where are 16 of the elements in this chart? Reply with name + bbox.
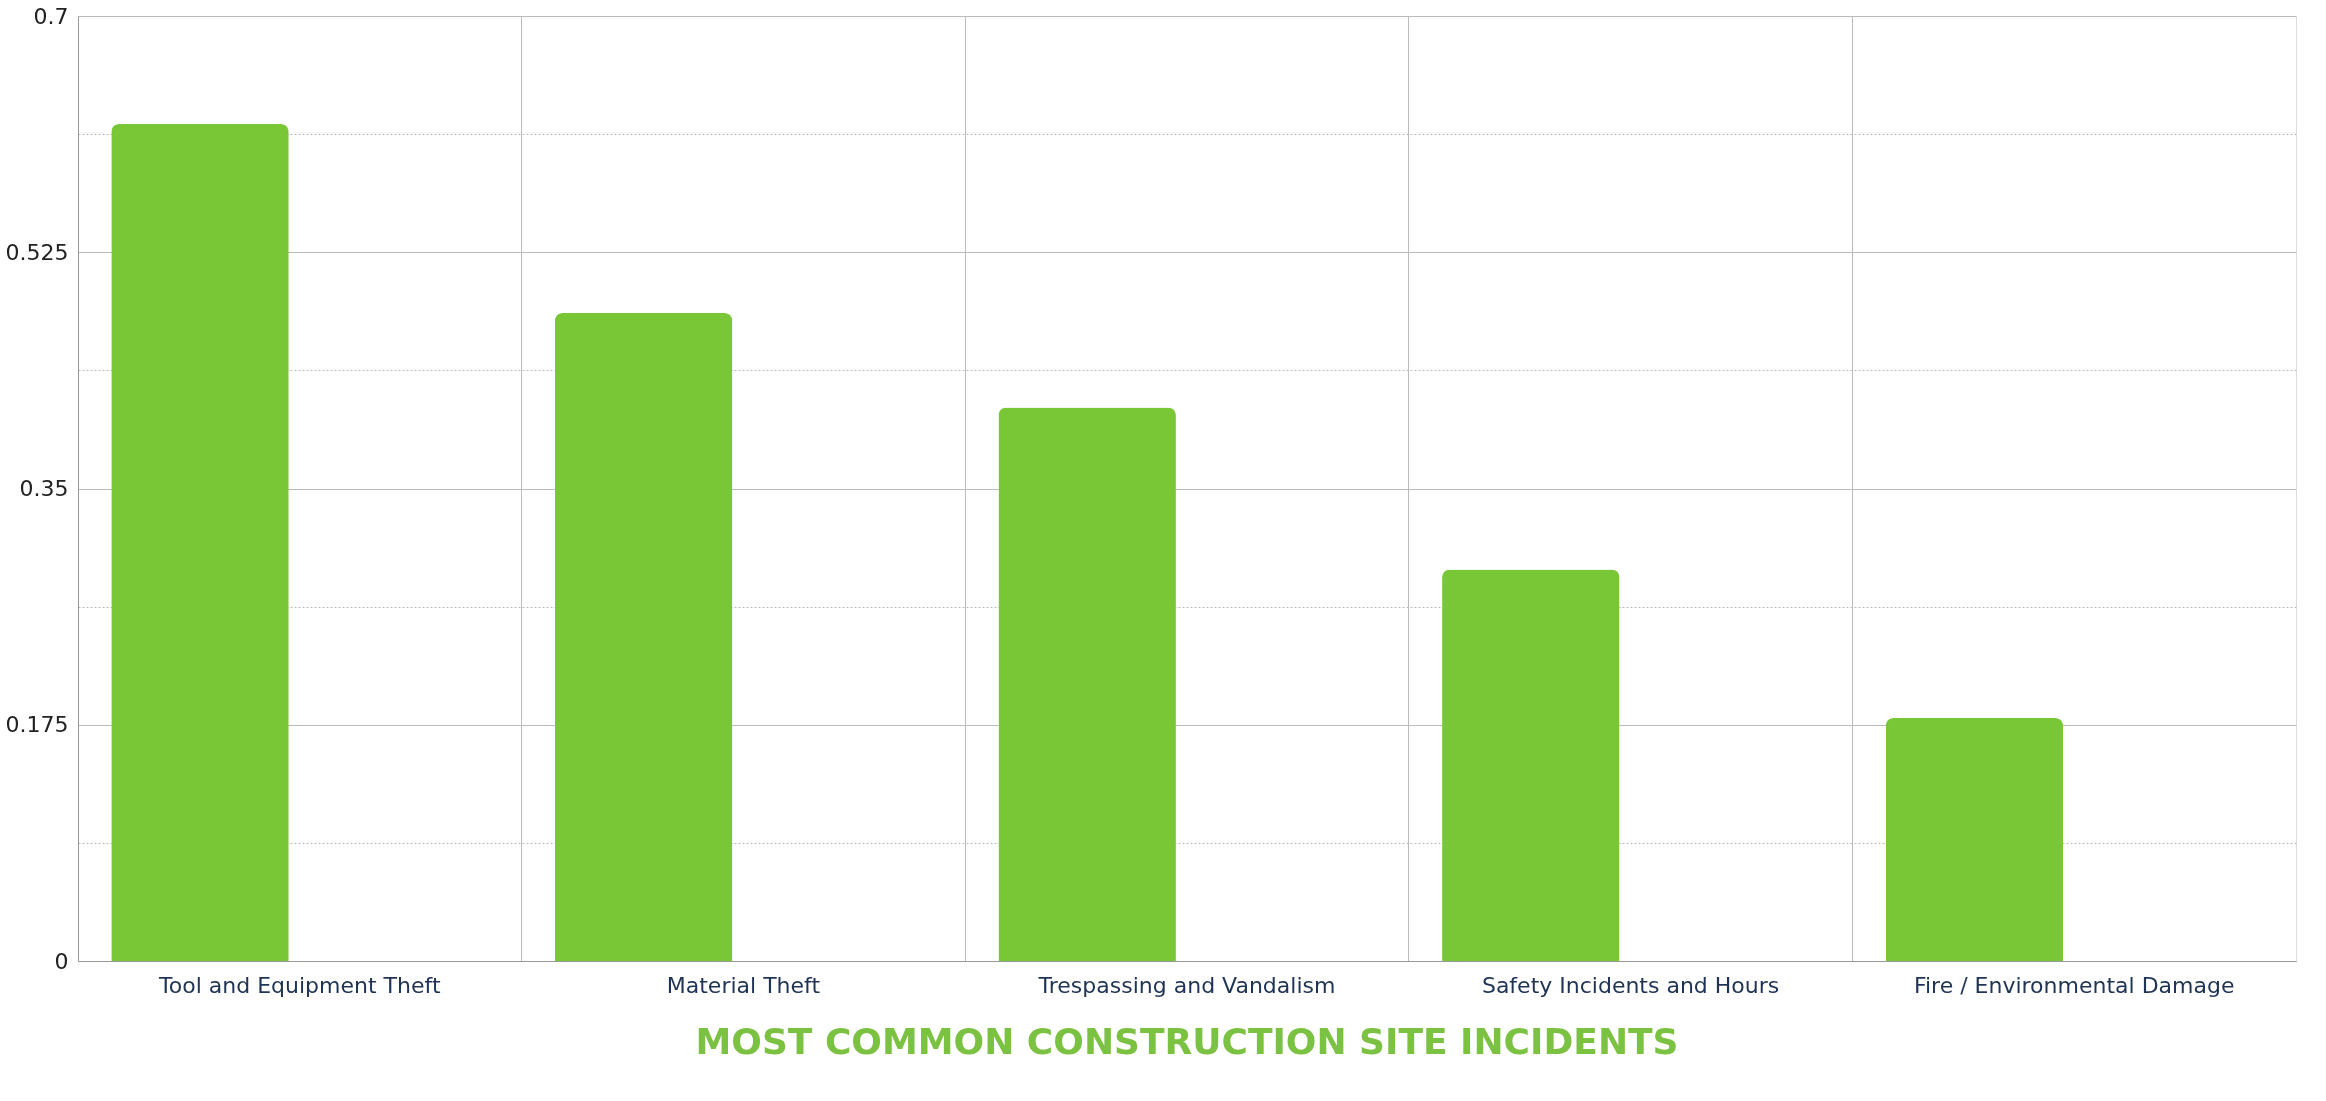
x-tick-label: Fire / Environmental Damage [1913,972,2235,998]
x-tick-label: Trespassing and Vandalism [1037,972,1336,998]
y-tick-label: 0.7 [33,3,69,29]
y-tick-label: 0 [54,948,69,974]
y-tick-label: 0.525 [5,239,69,265]
y-tick-label: 0.35 [19,476,69,501]
bar [1442,569,1620,961]
text: MOST COMMON CONSTRUCTION SITE INCIDENTS [695,1021,1679,1062]
bar [998,407,1176,961]
y-tick-label: 0.175 [5,712,69,738]
bar [111,124,289,961]
x-tick-label: Tool and Equipment Theft [158,972,441,998]
x-tick-label: Safety Incidents and Hours [1481,972,1780,998]
x-tick-label: Material Theft [666,972,821,998]
bar [1885,718,2064,961]
bar [554,313,733,961]
